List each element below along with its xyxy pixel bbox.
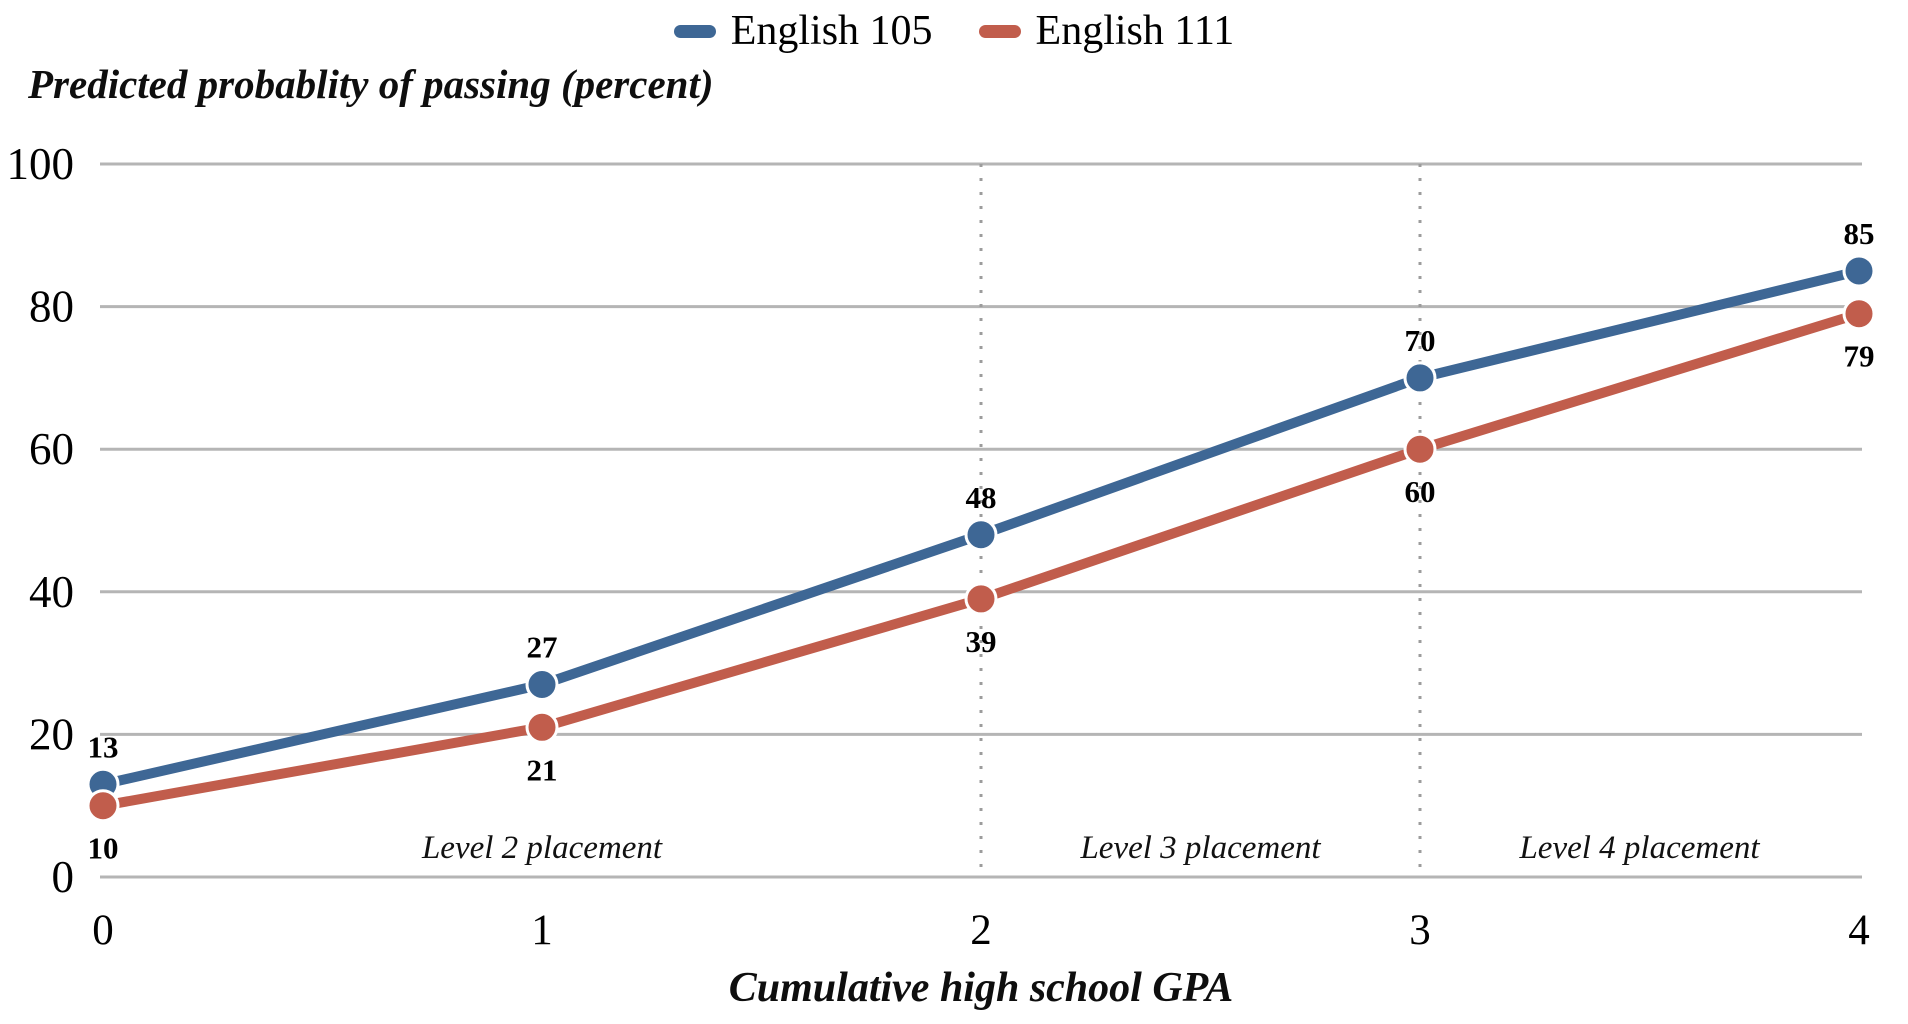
y-tick-label-100: 100 [7, 139, 75, 189]
annotation-1: Level 3 placement [1079, 830, 1321, 866]
data-point-1-0 [86, 789, 120, 823]
y-tick-label-60: 60 [29, 424, 74, 474]
data-label-1-2: 39 [966, 624, 997, 659]
y-tick-label-40: 40 [29, 567, 74, 617]
data-label-0-4: 85 [1844, 216, 1875, 251]
data-label-1-0: 10 [88, 831, 119, 866]
data-label-1-1: 21 [527, 752, 558, 787]
data-point-0-1 [525, 667, 559, 701]
legend-label-english-111: English 111 [1035, 8, 1235, 54]
y-tick-label-80: 80 [29, 282, 74, 332]
x-tick-label-1: 1 [531, 907, 553, 954]
data-point-0-2 [964, 518, 998, 552]
data-label-0-0: 13 [88, 729, 119, 764]
legend-item-english-105: English 105 [673, 8, 933, 54]
data-label-0-3: 70 [1405, 323, 1436, 358]
data-point-0-4 [1842, 254, 1876, 288]
legend-label-english-105: English 105 [730, 8, 933, 54]
legend: English 105 English 111 [0, 10, 1908, 52]
annotation-2: Level 4 placement [1518, 830, 1760, 866]
legend-swatch-english-105-icon [673, 24, 716, 38]
data-point-1-4 [1842, 297, 1876, 331]
data-point-0-3 [1403, 361, 1437, 395]
data-label-0-1: 27 [527, 629, 558, 664]
data-label-0-2: 48 [966, 480, 997, 515]
annotation-0: Level 2 placement [421, 830, 663, 866]
data-point-1-2 [964, 582, 998, 616]
y-tick-label-0: 0 [52, 852, 75, 902]
x-tick-label-4: 4 [1848, 907, 1870, 954]
y-tick-label-20: 20 [29, 709, 74, 759]
series-line-1 [98, 308, 1864, 811]
x-tick-label-3: 3 [1409, 907, 1431, 954]
legend-item-english-111: English 111 [978, 8, 1235, 54]
x-tick-label-2: 2 [970, 907, 992, 954]
legend-swatch-english-111-icon [978, 24, 1021, 38]
x-axis-title: Cumulative high school GPA [728, 965, 1234, 1011]
x-tick-label-0: 0 [92, 907, 114, 954]
y-axis-title: Predicted probablity of passing (percent… [28, 61, 714, 107]
data-label-1-3: 60 [1405, 474, 1436, 509]
data-point-1-1 [525, 710, 559, 744]
data-point-1-3 [1403, 432, 1437, 466]
data-label-1-4: 79 [1844, 339, 1875, 374]
